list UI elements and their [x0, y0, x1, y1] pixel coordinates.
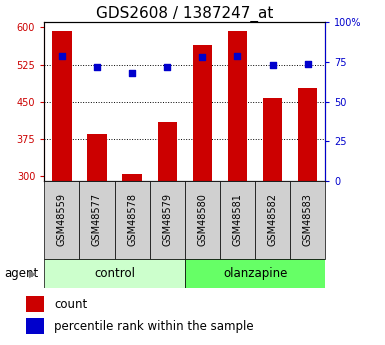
- Text: GSM48579: GSM48579: [162, 194, 172, 246]
- Text: count: count: [54, 298, 88, 310]
- Text: GSM48578: GSM48578: [127, 194, 137, 246]
- Text: percentile rank within the sample: percentile rank within the sample: [54, 320, 254, 333]
- Bar: [150, 181, 185, 259]
- Bar: [115, 181, 150, 259]
- Bar: [185, 181, 220, 259]
- Bar: [220, 181, 255, 259]
- Bar: [44, 259, 185, 288]
- Bar: [87, 134, 107, 181]
- Text: GSM48577: GSM48577: [92, 194, 102, 246]
- Bar: [255, 181, 290, 259]
- Bar: [79, 181, 115, 259]
- Bar: [228, 31, 247, 181]
- Bar: [122, 174, 142, 181]
- Text: agent: agent: [4, 267, 38, 280]
- Text: GSM48581: GSM48581: [233, 194, 243, 246]
- Title: GDS2608 / 1387247_at: GDS2608 / 1387247_at: [96, 6, 273, 22]
- Bar: [298, 88, 317, 181]
- Bar: [263, 98, 282, 181]
- Point: [129, 70, 135, 76]
- Point: [199, 55, 206, 60]
- Text: GSM48559: GSM48559: [57, 194, 67, 246]
- Point: [305, 61, 311, 67]
- Point: [59, 53, 65, 59]
- Point: [270, 62, 276, 68]
- Text: GSM48582: GSM48582: [268, 194, 278, 246]
- Point: [164, 64, 170, 70]
- Bar: [52, 31, 72, 181]
- Text: GSM48580: GSM48580: [198, 194, 208, 246]
- Text: control: control: [94, 267, 135, 280]
- Text: olanzapine: olanzapine: [223, 267, 287, 280]
- Bar: [157, 121, 177, 181]
- Bar: [185, 259, 325, 288]
- Bar: [26, 296, 44, 312]
- Bar: [44, 181, 79, 259]
- Point: [94, 64, 100, 70]
- Text: GSM48583: GSM48583: [303, 194, 313, 246]
- Bar: [193, 45, 212, 181]
- Bar: [290, 181, 325, 259]
- Point: [234, 53, 241, 59]
- Bar: [26, 318, 44, 334]
- Text: ▶: ▶: [29, 268, 36, 278]
